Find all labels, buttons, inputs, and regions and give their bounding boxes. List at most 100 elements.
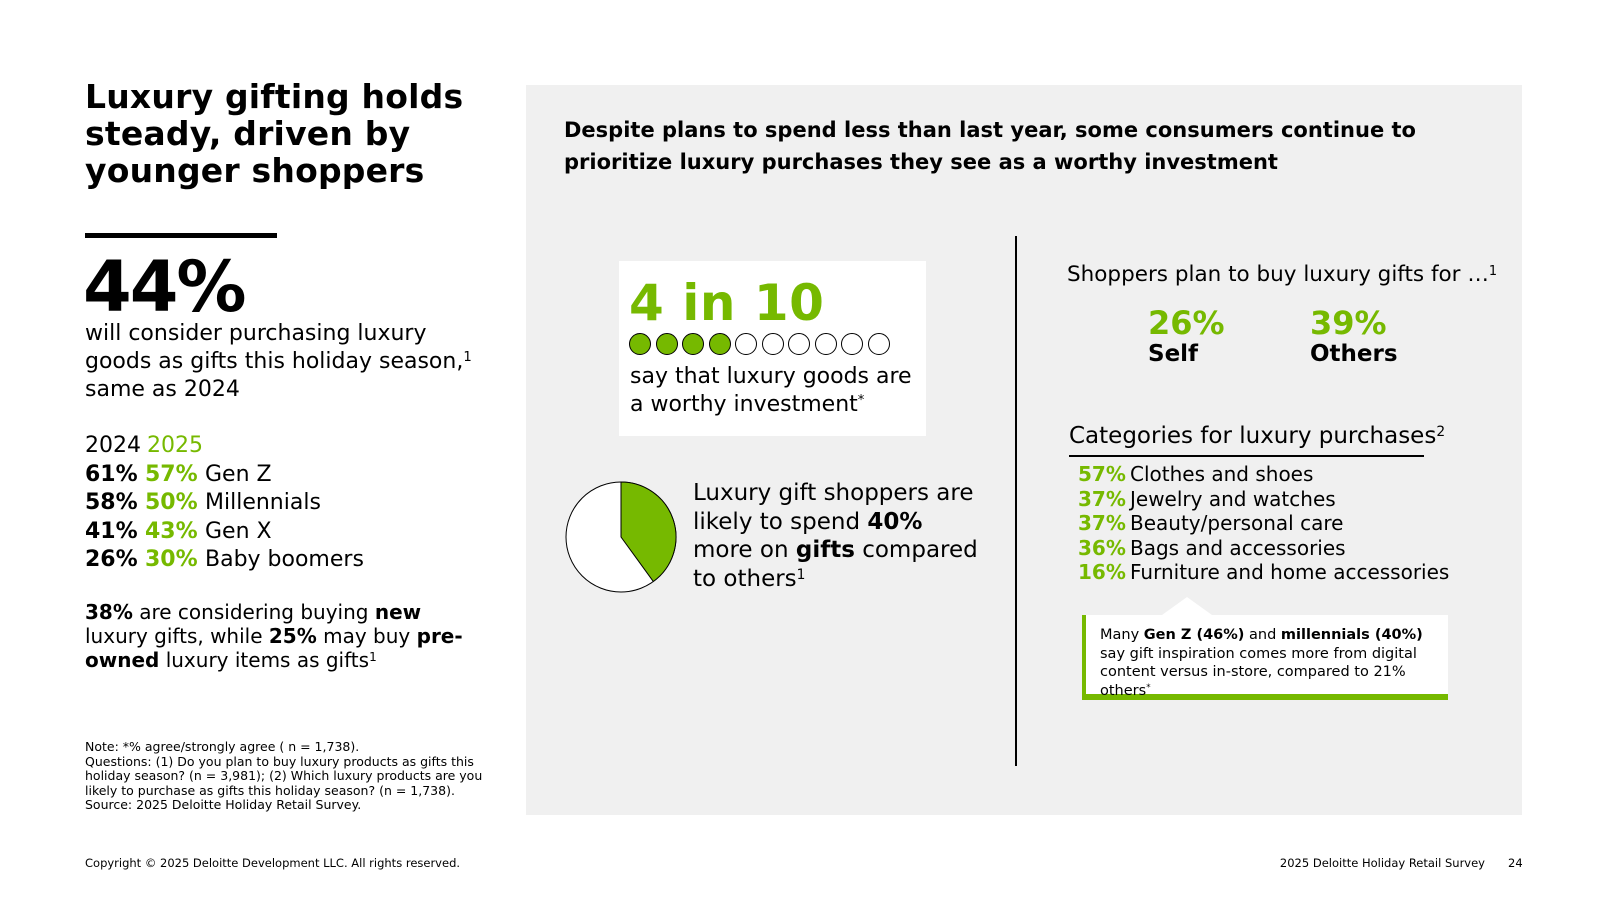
dot-filled (682, 333, 704, 355)
category-pct: 16% (1078, 560, 1126, 584)
new-word: new (374, 600, 422, 624)
others-stat: 39% Others (1310, 305, 1398, 367)
list-item: 16% Furniture and home accessories (1078, 560, 1449, 585)
callout-text-2: and (1249, 627, 1277, 643)
preowned-word: pre-owned (85, 624, 463, 672)
spend-text-3: compared to others (693, 537, 978, 592)
list-item: 36% Bags and accessories (1078, 536, 1449, 561)
callout-pointer (1162, 597, 1212, 615)
spend-pct: 40% (867, 508, 923, 535)
worthy-stat: 4 in 10 (629, 274, 825, 332)
category-label: Furniture and home accessories (1130, 560, 1450, 584)
dot-empty (841, 333, 863, 355)
note-line: Source: 2025 Deloitte Holiday Retail Sur… (85, 797, 362, 812)
value-2024: 58% (85, 490, 138, 515)
table-row: 58% 50% Millennials (85, 489, 364, 518)
table-row: 61% 57% Gen Z (85, 461, 364, 490)
footnote-ref: 1 (1488, 263, 1498, 279)
page-number: 24 (1508, 856, 1523, 870)
dot-filled (629, 333, 651, 355)
generation-table-header: 2024 2025 (85, 432, 364, 461)
generation-label: Gen X (205, 518, 272, 544)
callout-genz: Gen Z (46%) (1143, 627, 1245, 643)
value-2025: 50% (145, 490, 198, 515)
stat-description-tail: same as 2024 (85, 377, 240, 402)
category-pct: 37% (1078, 486, 1126, 511)
page-title: Luxury gifting holds steady, driven by y… (85, 77, 464, 190)
callout-text-1: Many (1100, 627, 1140, 643)
generation-label: Gen Z (205, 461, 272, 487)
spend-text: Luxury gift shoppers are likely to spend (693, 480, 974, 535)
plan-title: Shoppers plan to buy luxury gifts for …1 (1067, 261, 1497, 289)
note-line: Questions: (1) Do you plan to buy luxury… (85, 753, 483, 798)
spend-word: gifts (795, 537, 855, 563)
footnote-ref: 2 (1436, 424, 1446, 441)
dot-rating (629, 333, 890, 355)
list-item: 57% Clothes and shoes (1078, 462, 1449, 487)
list-item: 37% Beauty/personal care (1078, 511, 1449, 536)
dot-filled (708, 333, 731, 355)
dot-empty (735, 333, 757, 355)
spend-text-2: more on (693, 537, 789, 563)
dot-filled (655, 333, 678, 355)
preowned-text: may buy (323, 624, 411, 648)
plan-title-text: Shoppers plan to buy luxury gifts for … (1067, 262, 1489, 287)
callout-millennials: millennials (40%) (1280, 627, 1423, 643)
header-2024: 2024 (85, 433, 141, 458)
category-pct: 36% (1078, 535, 1126, 560)
stat-description-text: will consider purchasing luxury goods as… (85, 321, 464, 374)
callout-text: Many Gen Z (46%) and millennials (40%) s… (1100, 626, 1445, 700)
footnote-ref: 1 (463, 350, 472, 366)
headline-stat-description: will consider purchasing luxury goods as… (85, 320, 485, 404)
value-2025: 30% (145, 547, 198, 572)
table-row: 41% 43% Gen X (85, 518, 364, 547)
panel-headline: Despite plans to spend less than last ye… (564, 118, 1416, 174)
value-2024: 41% (85, 518, 138, 544)
category-label: Bags and accessories (1130, 535, 1346, 560)
categories-list: 57% Clothes and shoes 37% Jewelry and watc… (1078, 462, 1449, 585)
dot-empty (788, 333, 810, 355)
footnote-ref: 1 (369, 650, 377, 664)
categories-title: Categories for luxury purchases2 (1069, 421, 1445, 451)
value-2024: 61% (85, 461, 138, 487)
worthy-investment-card: 4 in 10 say that luxury goods are a wort… (619, 261, 926, 436)
self-stat: 26% Self (1148, 305, 1225, 367)
generation-label: Millennials (205, 490, 321, 515)
self-label: Self (1148, 341, 1199, 367)
new-text-2: luxury gifts, while (85, 624, 263, 648)
note-line: Note: *% agree/strongly agree ( n = 1,73… (85, 739, 360, 754)
others-label: Others (1310, 341, 1398, 367)
dot-empty (814, 333, 837, 355)
new-vs-preowned-text: 38% are considering buying new luxury gi… (85, 600, 470, 672)
category-label: Clothes and shoes (1130, 462, 1314, 486)
category-pct: 37% (1078, 511, 1126, 535)
table-row: 26% 30% Baby boomers (85, 546, 364, 575)
survey-name: 2025 Deloitte Holiday Retail Survey (1279, 856, 1485, 870)
dot-empty (761, 333, 784, 355)
pie-slice-highlight (620, 481, 677, 583)
spend-pie-chart (565, 481, 677, 593)
value-2024: 26% (85, 547, 138, 572)
copyright: Copyright © 2025 Deloitte Development LL… (85, 856, 461, 870)
value-2025: 43% (145, 518, 198, 544)
preowned-text-2: luxury items as gifts (165, 648, 370, 672)
self-pct: 26% (1148, 304, 1225, 342)
footnote-ref: 1 (796, 566, 806, 583)
category-pct: 57% (1078, 462, 1126, 486)
generation-table: 2024 2025 61% 57% Gen Z 58% 50% Millenni… (85, 432, 364, 575)
value-2025: 57% (145, 461, 198, 487)
dot-empty (867, 333, 890, 355)
header-2025: 2025 (147, 433, 203, 458)
vertical-divider (1015, 236, 1017, 766)
title-divider (85, 233, 277, 238)
inspiration-callout: Many Gen Z (46%) and millennials (40%) s… (1082, 615, 1448, 700)
footnote-block: Note: *% agree/strongly agree ( n = 1,73… (85, 739, 485, 813)
categories-underline (1069, 455, 1424, 457)
worthy-description: say that luxury goods are a worthy inves… (630, 363, 925, 419)
category-label: Jewelry and watches (1130, 486, 1336, 511)
others-pct: 39% (1310, 304, 1387, 342)
categories-title-text: Categories for luxury purchases (1069, 423, 1437, 449)
callout-text-3: say gift inspiration comes more from dig… (1100, 645, 1417, 699)
new-pct: 38% (85, 600, 133, 624)
footnote-ref: * (857, 393, 865, 409)
